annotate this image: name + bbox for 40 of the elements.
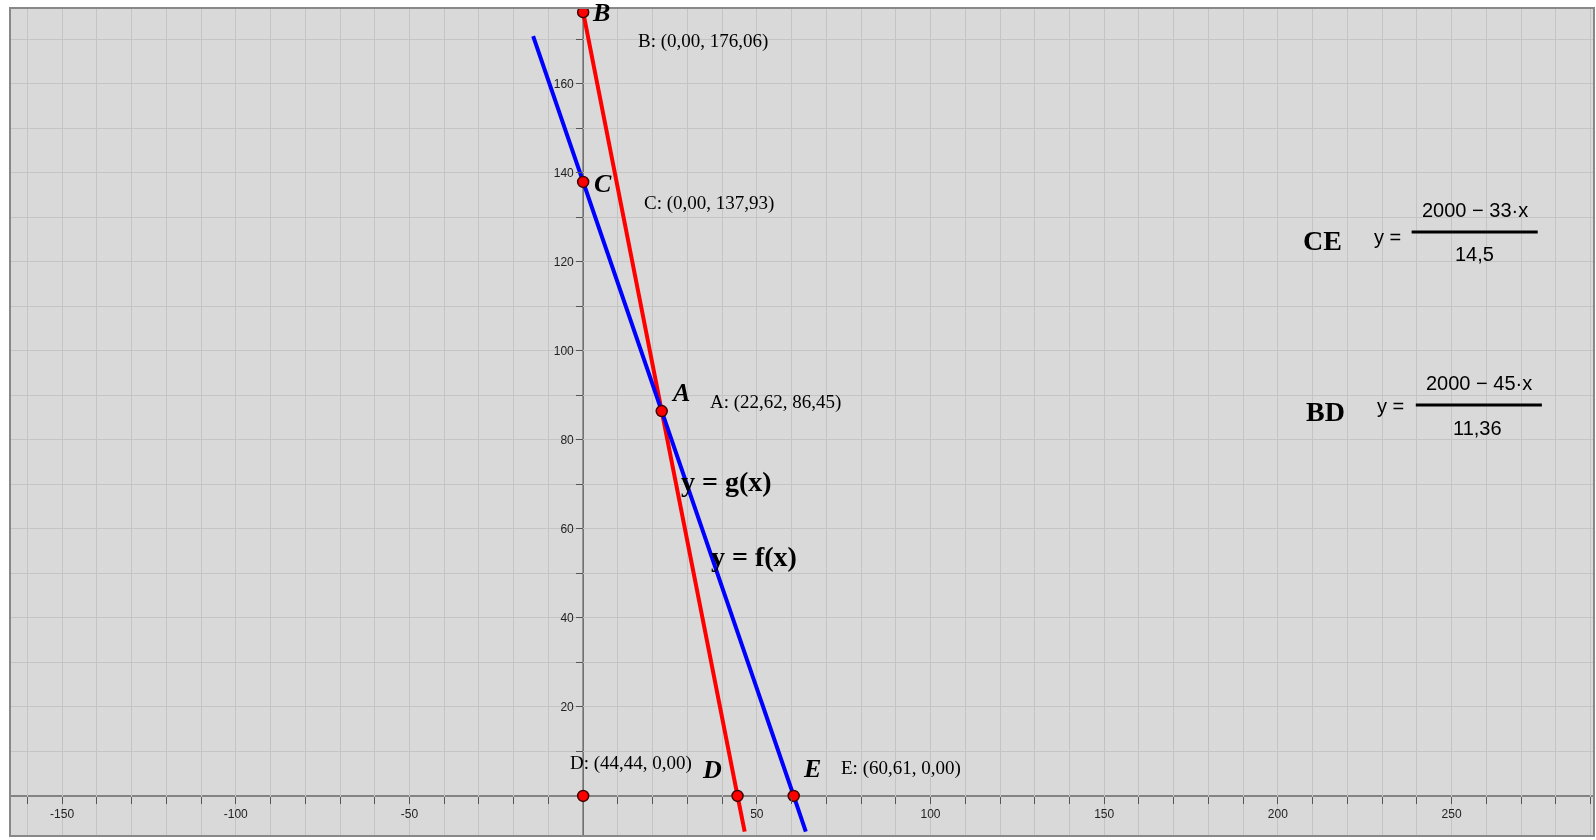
- annotation: E: (60,61, 0,00): [841, 757, 961, 779]
- annotation: E: [803, 754, 822, 783]
- annotation: C: [594, 169, 612, 198]
- point: [787, 789, 800, 803]
- x-tick-label: 200: [1267, 807, 1289, 822]
- y-tick-label: 60: [560, 522, 575, 537]
- y-tick-label: 140: [553, 165, 575, 180]
- y-tick-label: 100: [553, 343, 575, 358]
- annotation: BD: [1306, 396, 1345, 427]
- annotation: A: (22,62, 86,45): [710, 391, 842, 413]
- point: [576, 175, 590, 189]
- x-tick-label: -50: [400, 807, 419, 822]
- annotation: 2000 − 33·x: [1422, 199, 1529, 221]
- annotation: B: (0,00, 176,06): [638, 30, 769, 52]
- point: [731, 789, 744, 803]
- annotation: 14,5: [1455, 243, 1494, 265]
- annotation: y =: [1377, 395, 1405, 417]
- y-tick-label: 20: [560, 700, 575, 715]
- annotation: B: [592, 0, 611, 27]
- point: [576, 789, 590, 803]
- x-tick-label: 150: [1094, 807, 1115, 822]
- x-tick-label: -150: [50, 807, 75, 822]
- x-tick-label: -100: [223, 807, 249, 822]
- annotation: 11,36: [1453, 417, 1502, 439]
- x-tick-label: 250: [1441, 807, 1462, 822]
- point: [655, 404, 668, 418]
- annotation: 2000 − 45·x: [1426, 372, 1533, 394]
- annotation: y =: [1374, 226, 1402, 248]
- annotation: D: (44,44, 0,00): [570, 752, 692, 774]
- annotation: CE: [1303, 225, 1342, 256]
- annotation: D: [702, 755, 722, 784]
- annotation: C: (0,00, 137,93): [644, 192, 775, 214]
- y-tick-label: 120: [553, 254, 575, 269]
- point: [576, 8, 590, 19]
- y-tick-label: 160: [553, 76, 575, 91]
- x-tick-label: 50: [750, 807, 764, 822]
- y-tick-label: 40: [560, 611, 575, 626]
- x-tick-label: 100: [920, 807, 941, 822]
- annotation: A: [671, 378, 691, 407]
- y-tick-label: 80: [560, 433, 575, 448]
